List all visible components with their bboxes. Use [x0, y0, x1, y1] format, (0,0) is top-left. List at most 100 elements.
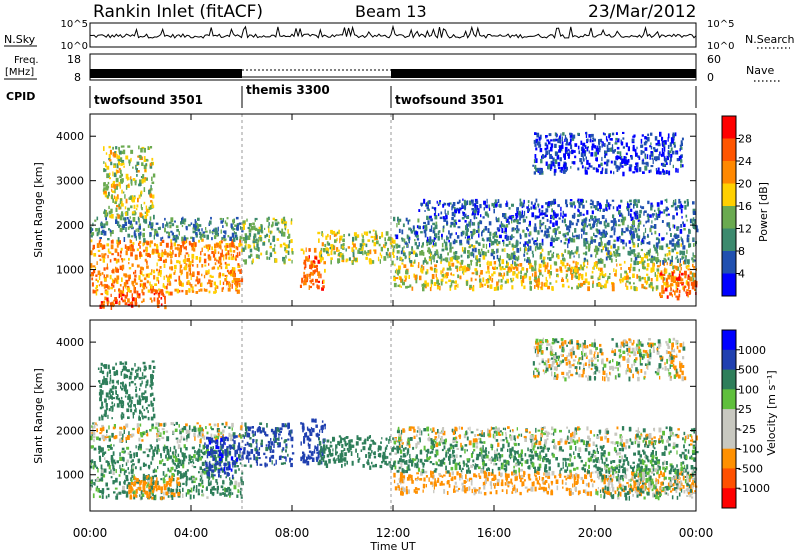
velocity-cell [134, 363, 136, 367]
power-cell [486, 237, 489, 242]
power-cell [238, 251, 241, 256]
power-cell [631, 224, 633, 228]
power-cell [466, 240, 470, 244]
power-cell [541, 281, 543, 287]
power-cell [451, 262, 455, 267]
power-cell [592, 282, 594, 288]
power-cell [505, 265, 508, 268]
velocity-cell [99, 370, 103, 373]
power-cell [693, 255, 696, 258]
power-cell [130, 235, 134, 238]
power-cell [537, 278, 540, 283]
power-cell [511, 285, 514, 290]
power-cell [670, 260, 673, 263]
velocity-cell [202, 493, 204, 497]
velocity-cell [119, 452, 121, 457]
power-cell [136, 264, 140, 268]
power-cell [153, 243, 156, 247]
power-cell [611, 199, 615, 202]
power-cell [531, 266, 534, 272]
power-cell [128, 177, 130, 181]
power-cell [451, 211, 455, 217]
power-cell [426, 269, 429, 274]
power-cell [103, 278, 107, 281]
power-cell [187, 254, 190, 258]
power-cell [177, 247, 179, 251]
power-cell [235, 216, 239, 220]
power-cell [255, 239, 257, 243]
velocity-cell [152, 482, 155, 485]
power-cell [200, 236, 202, 240]
power-cell [384, 237, 386, 241]
power-cell [244, 245, 246, 249]
power-cell [653, 147, 655, 150]
power-cell [694, 220, 696, 224]
power-cell [675, 265, 678, 270]
velocity-cell [107, 445, 110, 448]
power-cell [201, 247, 203, 252]
nave-label: Nave [746, 64, 774, 77]
power-cell [338, 252, 340, 257]
power-cell [354, 257, 358, 262]
power-cell [646, 268, 648, 271]
power-cell [121, 259, 124, 263]
power-cell [339, 238, 341, 244]
velocity-cell [115, 495, 119, 500]
velocity-cell [233, 446, 235, 451]
velocity-cell [153, 495, 156, 498]
power-cell [560, 206, 562, 212]
power-cell [678, 289, 681, 294]
power-cell [604, 150, 606, 155]
power-cell [550, 201, 552, 205]
power-cell [656, 216, 659, 221]
power-cell [539, 213, 541, 217]
velocity-cell [200, 449, 203, 453]
power-cell [528, 220, 531, 226]
power-cell [115, 207, 118, 212]
power-cell [483, 228, 485, 233]
velocity-cell [168, 453, 170, 459]
power-cell [448, 230, 450, 235]
velocity-cell [167, 491, 171, 494]
velocity-cell [152, 469, 155, 474]
velocity-cell [185, 492, 187, 497]
power-cell [687, 259, 690, 264]
power-cell [656, 268, 660, 272]
power-cell [225, 266, 228, 270]
velocity-cell [130, 477, 132, 482]
power-cell [329, 247, 331, 250]
power-cell [124, 221, 128, 226]
power-cell [142, 298, 145, 303]
power-cell [582, 226, 586, 232]
power-cell [663, 163, 666, 167]
power-cell [481, 283, 484, 288]
power-cell [414, 234, 417, 237]
power-cell [576, 235, 579, 240]
power-cell [650, 225, 653, 229]
power-cell [274, 244, 276, 247]
power-cell [90, 228, 94, 231]
power-cell [204, 230, 208, 233]
power-cell [407, 220, 410, 225]
power-cell [629, 199, 632, 203]
power-cell [444, 209, 446, 214]
velocity-cell [216, 490, 219, 494]
power-cell [489, 276, 492, 280]
power-cell [391, 260, 394, 266]
velocity-cell [104, 378, 108, 382]
velocity-cell [229, 491, 232, 496]
power-cell [226, 280, 229, 284]
power-cell [546, 144, 549, 150]
power-cell [536, 132, 540, 138]
power-cell [352, 252, 355, 258]
power-cell [593, 205, 596, 209]
power-cell [550, 160, 554, 165]
velocity-cell [174, 428, 178, 432]
power-cell [584, 145, 587, 148]
power-cell [225, 282, 228, 286]
power-cell [542, 263, 546, 268]
power-cell [133, 231, 135, 237]
power-cell [588, 243, 591, 249]
velocity-cell [121, 382, 124, 387]
power-cell [105, 290, 107, 295]
